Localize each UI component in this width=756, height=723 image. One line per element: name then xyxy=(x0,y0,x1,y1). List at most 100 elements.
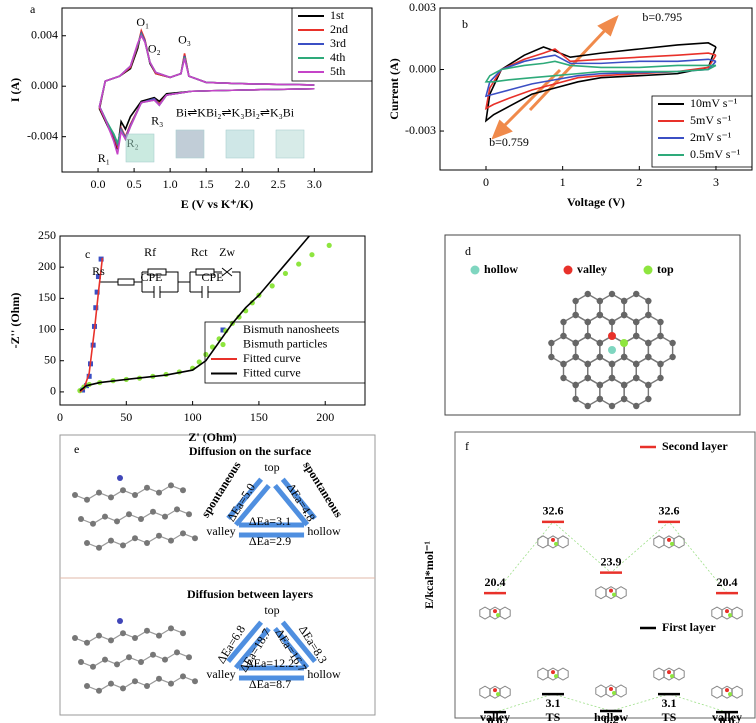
atom xyxy=(144,484,150,491)
marker xyxy=(93,305,99,311)
legend-label: 0.5mV s⁻¹ xyxy=(690,147,741,161)
resistor xyxy=(117,278,135,286)
y-axis-label: Current (A) xyxy=(387,58,401,119)
annotation: CPE xyxy=(201,270,223,284)
y-tick-label: 200 xyxy=(38,259,56,273)
molecule-atom xyxy=(609,686,613,691)
molecule-atom xyxy=(667,537,671,542)
atom xyxy=(102,513,108,520)
atom xyxy=(180,530,186,537)
atom xyxy=(180,487,186,494)
lattice-atom xyxy=(560,318,567,326)
molecule-atom xyxy=(612,690,616,695)
atom xyxy=(72,635,78,641)
molecule-atom xyxy=(670,541,674,546)
x-tick-label: 100 xyxy=(184,410,202,424)
y-tick-label: 150 xyxy=(38,290,56,304)
molecule-atom xyxy=(609,588,613,593)
lattice-atom xyxy=(572,297,579,305)
lattice-atom xyxy=(596,311,604,319)
molecule-atom xyxy=(728,613,732,618)
molecule xyxy=(537,667,549,681)
molecule xyxy=(557,667,569,681)
legend-label: 10mV s⁻¹ xyxy=(690,96,738,110)
lattice-atom xyxy=(584,290,591,298)
y-tick-label: 0.004 xyxy=(31,28,58,42)
lattice-atom xyxy=(608,402,616,410)
arrow-head xyxy=(491,119,513,140)
molecule xyxy=(731,606,743,620)
legend-label: First layer xyxy=(662,620,716,634)
lattice-atom xyxy=(584,374,591,382)
lattice-atom xyxy=(560,332,567,340)
x-tick-label: 1.5 xyxy=(199,177,214,191)
marker xyxy=(203,351,209,358)
molecule xyxy=(615,586,627,600)
marker xyxy=(249,300,255,306)
atom xyxy=(78,659,84,665)
lattice-hex xyxy=(574,377,601,407)
lattice-atom xyxy=(608,360,616,368)
panel-letter: e xyxy=(74,442,79,456)
crystal-icon xyxy=(275,129,305,159)
diffusion-arrow xyxy=(280,620,317,664)
y-tick-label: -0.003 xyxy=(405,123,436,137)
lattice-atom xyxy=(620,311,628,319)
atom xyxy=(120,542,126,549)
atom xyxy=(144,683,150,689)
atom xyxy=(114,661,120,668)
atom xyxy=(168,680,174,687)
lattice-atom xyxy=(584,318,591,326)
y-tick-label: 0 xyxy=(50,384,56,398)
annotation: O₃ xyxy=(178,33,191,47)
x-tick-label: 2 xyxy=(636,175,642,189)
crystal-icon xyxy=(125,133,155,163)
atom xyxy=(156,675,162,682)
ion xyxy=(117,618,123,624)
capacitor xyxy=(153,286,209,298)
section-title: Diffusion between layers xyxy=(187,587,313,601)
y-axis-label: I (A) xyxy=(8,78,22,102)
annotation: R₁ xyxy=(98,151,110,165)
marker xyxy=(95,274,101,280)
molecule xyxy=(731,685,743,699)
atom xyxy=(72,492,78,498)
x-tick-label: hollow xyxy=(594,710,628,723)
legend-label: 5th xyxy=(330,64,345,78)
crystal-icon xyxy=(175,129,205,159)
atom-chain xyxy=(80,651,190,668)
x-tick-label: 1 xyxy=(560,175,566,189)
y-tick-label: 250 xyxy=(38,228,56,242)
legend-label: Bismuth nanosheets xyxy=(243,322,340,336)
lattice-atom xyxy=(608,290,616,298)
legend-frame xyxy=(291,7,373,82)
marker xyxy=(220,327,226,333)
diffusion-arrow xyxy=(233,627,271,670)
atom-chain xyxy=(74,627,184,644)
value-label: 32.6 xyxy=(659,504,680,518)
y-tick-label: 0.000 xyxy=(31,78,58,92)
molecule-atom xyxy=(496,613,500,618)
panel-letter: c xyxy=(85,247,90,261)
molecule xyxy=(673,535,685,549)
series-line xyxy=(98,34,315,155)
atom xyxy=(96,489,102,496)
marker xyxy=(94,289,100,295)
atom xyxy=(84,496,90,503)
lattice-atom xyxy=(620,297,628,305)
lattice-atom xyxy=(669,353,676,361)
atom xyxy=(108,494,114,501)
annotation: O₁ xyxy=(136,15,149,29)
site-top xyxy=(620,339,628,347)
marker xyxy=(269,283,275,289)
atom xyxy=(96,632,102,639)
molecule-atom xyxy=(725,688,729,693)
atom xyxy=(174,506,180,513)
atom xyxy=(144,627,150,634)
marker xyxy=(220,341,226,348)
legend-label: hollow xyxy=(484,262,518,276)
site-valley xyxy=(608,332,616,340)
atom xyxy=(120,685,126,692)
lattice-atom xyxy=(596,395,604,403)
lattice-atom xyxy=(608,318,616,326)
